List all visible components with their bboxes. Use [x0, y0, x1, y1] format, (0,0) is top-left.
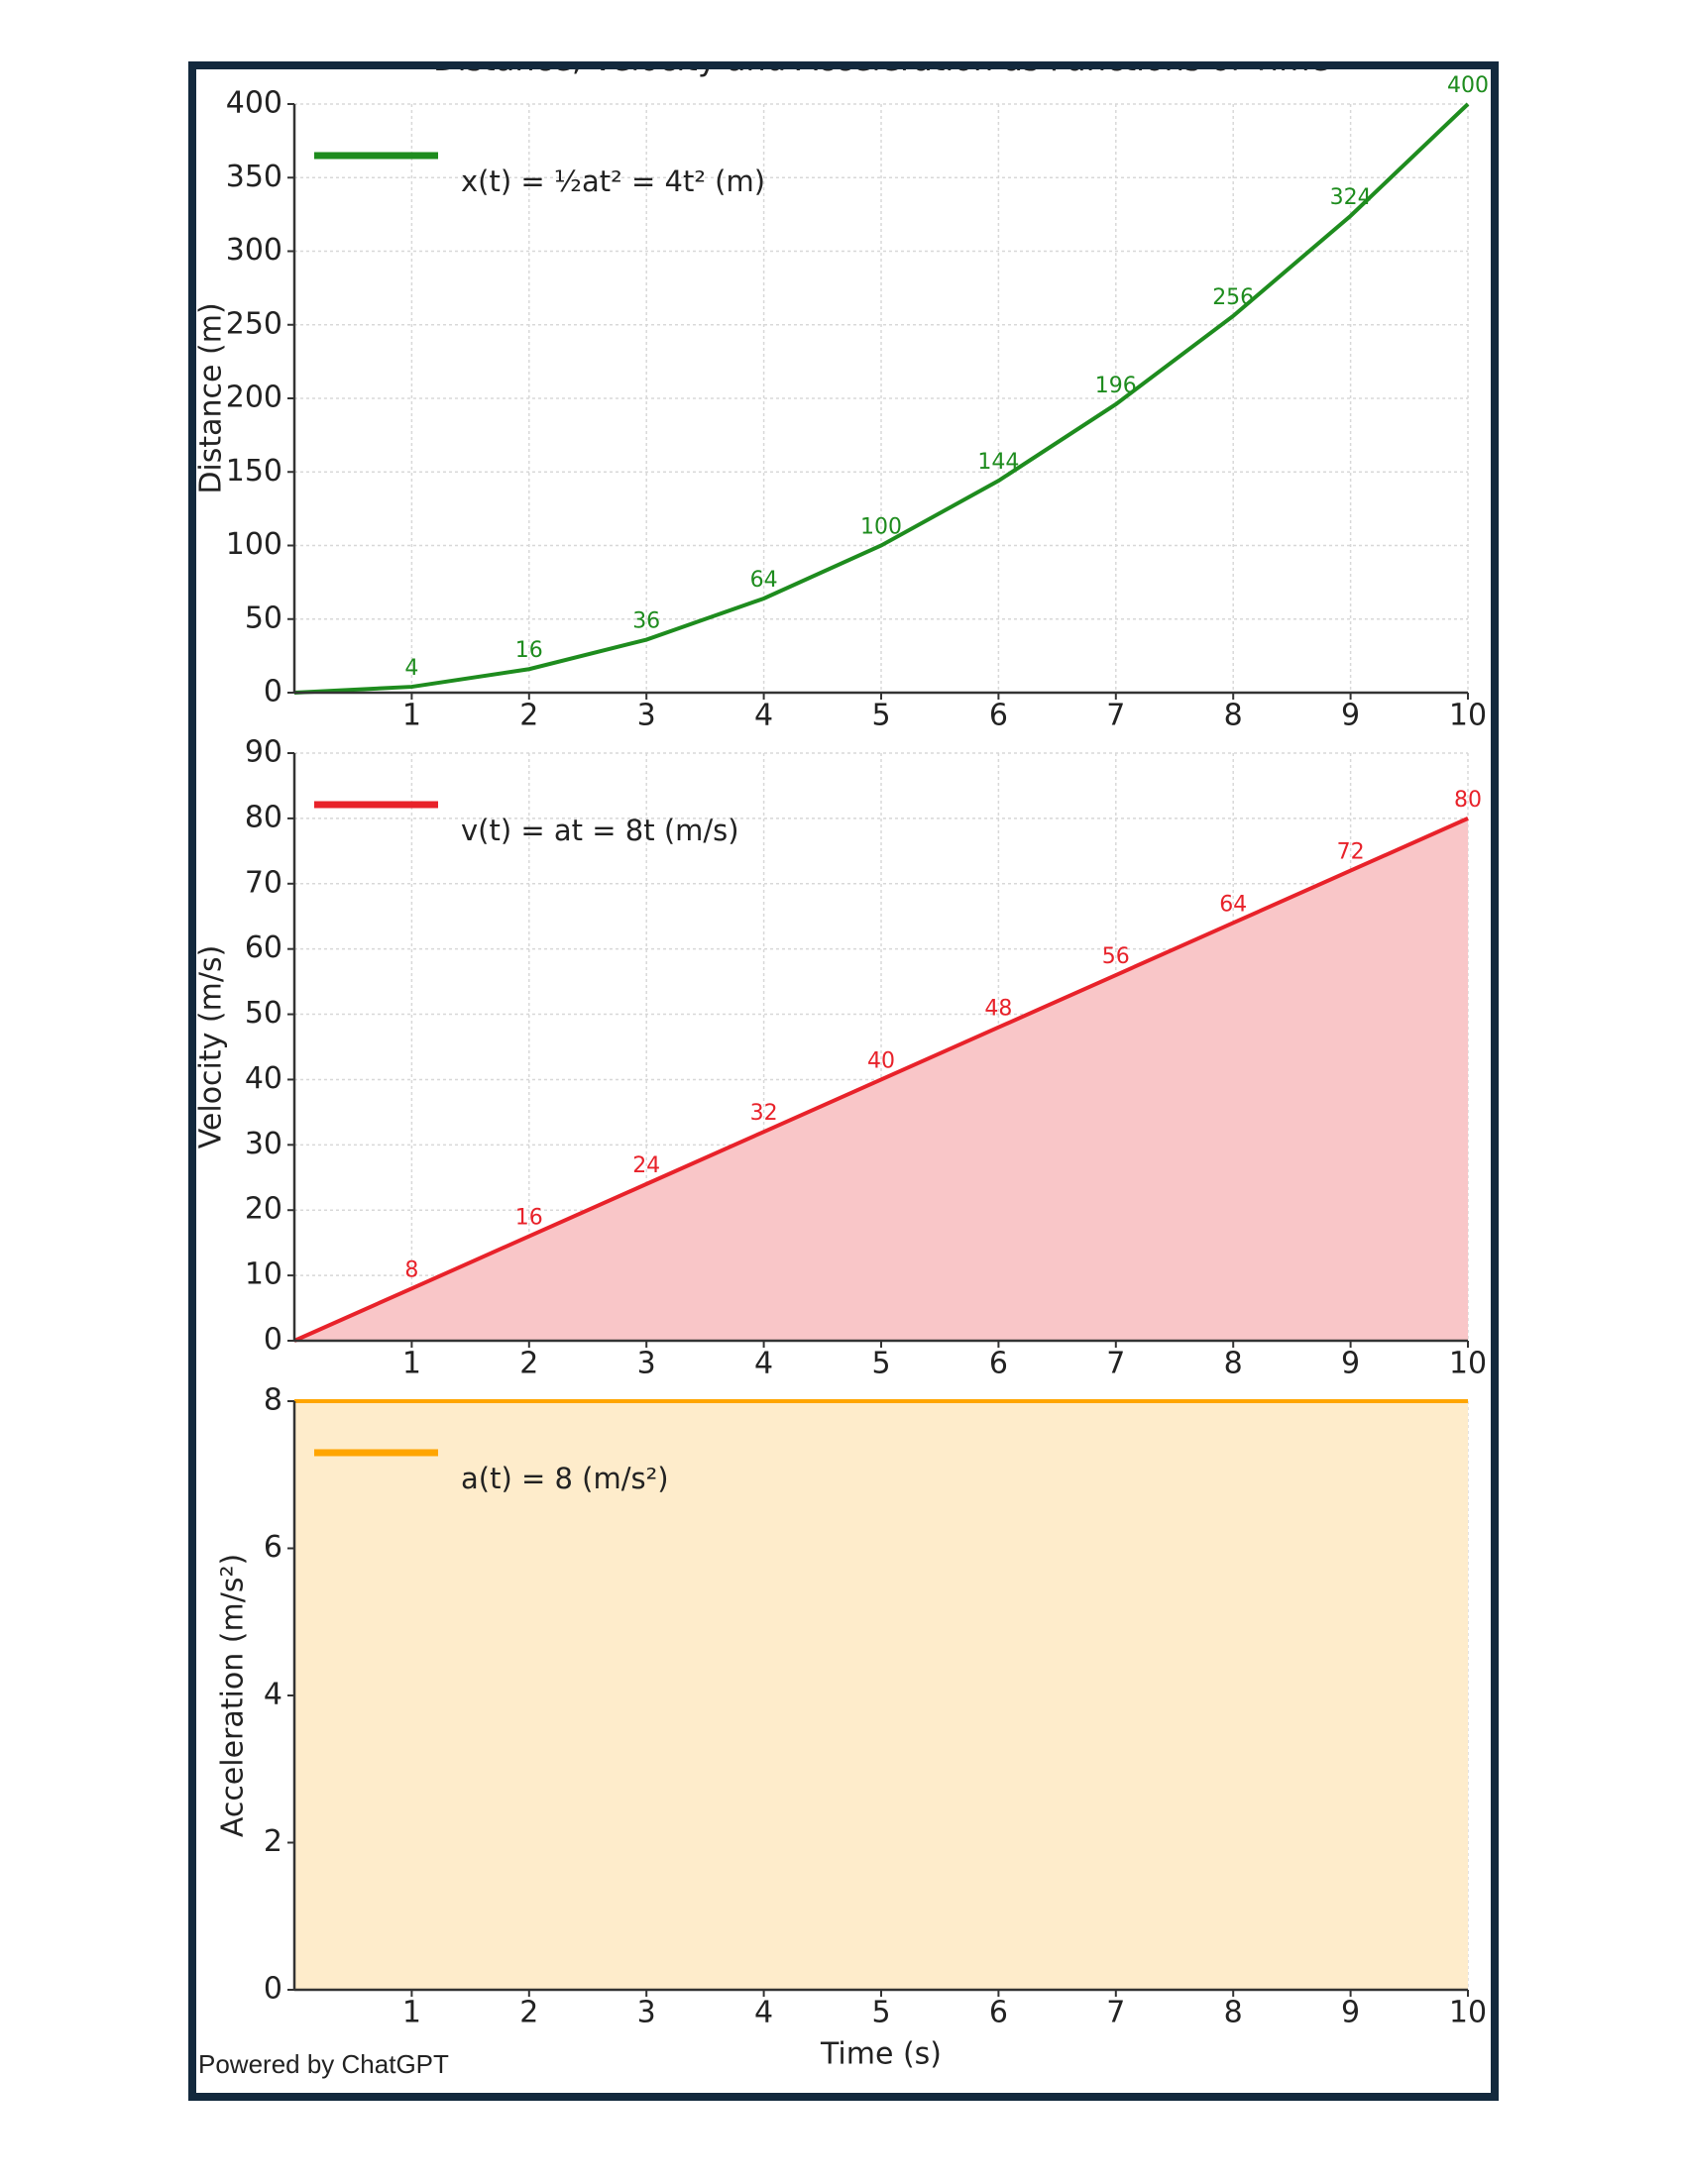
- chart-title: Distance, Velocity and Acceleration as F…: [433, 41, 1329, 78]
- x-tick-label: 1: [402, 1996, 421, 2030]
- data-line: [293, 102, 1470, 695]
- data-label: 36: [632, 609, 660, 634]
- y-tick-label: 0: [264, 1323, 282, 1358]
- data-label: 64: [750, 568, 778, 593]
- data-label: 144: [977, 450, 1019, 475]
- data-label: 40: [867, 1048, 895, 1073]
- x-tick-label: 1: [402, 699, 421, 733]
- y-tick-label: 250: [226, 306, 282, 341]
- legend-label: x(t) = ½at² = 4t² (m): [461, 164, 765, 198]
- y-tick-label: 50: [245, 996, 282, 1031]
- data-label: 100: [860, 515, 902, 540]
- x-tick-label: 10: [1449, 699, 1487, 733]
- data-label: 16: [515, 1206, 543, 1231]
- data-label: 24: [632, 1153, 660, 1178]
- y-tick-label: 100: [226, 527, 282, 562]
- x-tick-label: 9: [1341, 699, 1360, 733]
- x-tick-label: 2: [519, 1347, 538, 1381]
- x-tick-label: 10: [1449, 1996, 1487, 2030]
- x-tick-label: 8: [1224, 1996, 1243, 2030]
- y-tick-label: 80: [245, 800, 282, 834]
- y-tick-label: 6: [264, 1530, 282, 1565]
- data-label: 56: [1102, 944, 1130, 969]
- y-axis-label: Distance (m): [194, 302, 229, 493]
- x-tick-label: 3: [637, 699, 656, 733]
- y-tick-label: 350: [226, 160, 282, 194]
- x-tick-label: 2: [519, 1996, 538, 2030]
- x-axis-label: Time (s): [820, 2037, 942, 2072]
- data-label: 8: [404, 1257, 418, 1282]
- data-line: [293, 817, 1469, 1343]
- y-tick-label: 200: [226, 381, 282, 415]
- x-tick-label: 3: [637, 1996, 656, 2030]
- x-tick-label: 7: [1106, 1996, 1125, 2030]
- y-tick-label: 8: [264, 1383, 282, 1418]
- data-label: 64: [1219, 892, 1247, 917]
- x-tick-label: 5: [871, 699, 890, 733]
- area-fill: [294, 1401, 1468, 1990]
- y-tick-label: 150: [226, 454, 282, 489]
- footer: Powered by ChatGPT: [198, 2049, 449, 2079]
- y-tick-label: 60: [245, 930, 282, 965]
- y-tick-label: 50: [245, 601, 282, 635]
- data-label: 32: [750, 1101, 778, 1126]
- frame: [188, 61, 1499, 2101]
- y-tick-label: 90: [245, 735, 282, 770]
- x-tick-label: 9: [1341, 1347, 1360, 1381]
- x-tick-label: 6: [989, 1347, 1008, 1381]
- legend-label: v(t) = at = 8t (m/s): [461, 814, 739, 847]
- y-tick-label: 20: [245, 1192, 282, 1227]
- y-tick-label: 0: [264, 1972, 282, 2007]
- y-tick-label: 10: [245, 1257, 282, 1292]
- x-tick-label: 5: [871, 1347, 890, 1381]
- data-label: 48: [984, 997, 1012, 1022]
- y-tick-label: 2: [264, 1824, 282, 1859]
- y-tick-label: 400: [226, 86, 282, 121]
- y-tick-label: 300: [226, 233, 282, 268]
- y-axis-label: Velocity (m/s): [194, 945, 229, 1149]
- x-tick-label: 4: [754, 699, 773, 733]
- x-tick-label: 6: [989, 699, 1008, 733]
- x-tick-label: 1: [402, 1347, 421, 1381]
- legend-label: a(t) = 8 (m/s²): [461, 1462, 669, 1495]
- data-label: 400: [1447, 73, 1489, 98]
- x-tick-label: 3: [637, 1347, 656, 1381]
- y-tick-label: 70: [245, 865, 282, 900]
- y-axis-label: Acceleration (m/s²): [216, 1554, 251, 1837]
- x-tick-label: 9: [1341, 1996, 1360, 2030]
- x-tick-label: 6: [989, 1996, 1008, 2030]
- x-tick-label: 7: [1106, 699, 1125, 733]
- data-label: 16: [515, 638, 543, 663]
- data-label: 80: [1454, 788, 1482, 813]
- x-tick-label: 4: [754, 1996, 773, 2030]
- y-tick-label: 40: [245, 1061, 282, 1096]
- x-tick-label: 5: [871, 1996, 890, 2030]
- x-tick-label: 4: [754, 1347, 773, 1381]
- data-label: 72: [1337, 840, 1365, 865]
- x-tick-label: 8: [1224, 699, 1243, 733]
- data-label: 196: [1095, 374, 1137, 398]
- plot-area: Distance, Velocity and Acceleration as F…: [194, 41, 1489, 2079]
- x-tick-label: 10: [1449, 1347, 1487, 1381]
- data-label: 324: [1330, 185, 1372, 210]
- y-tick-label: 4: [264, 1678, 282, 1712]
- y-tick-label: 30: [245, 1127, 282, 1161]
- y-tick-label: 0: [264, 675, 282, 710]
- x-tick-label: 7: [1106, 1347, 1125, 1381]
- data-label: 4: [404, 656, 418, 681]
- x-tick-label: 8: [1224, 1347, 1243, 1381]
- data-label: 256: [1212, 285, 1254, 310]
- x-tick-label: 2: [519, 699, 538, 733]
